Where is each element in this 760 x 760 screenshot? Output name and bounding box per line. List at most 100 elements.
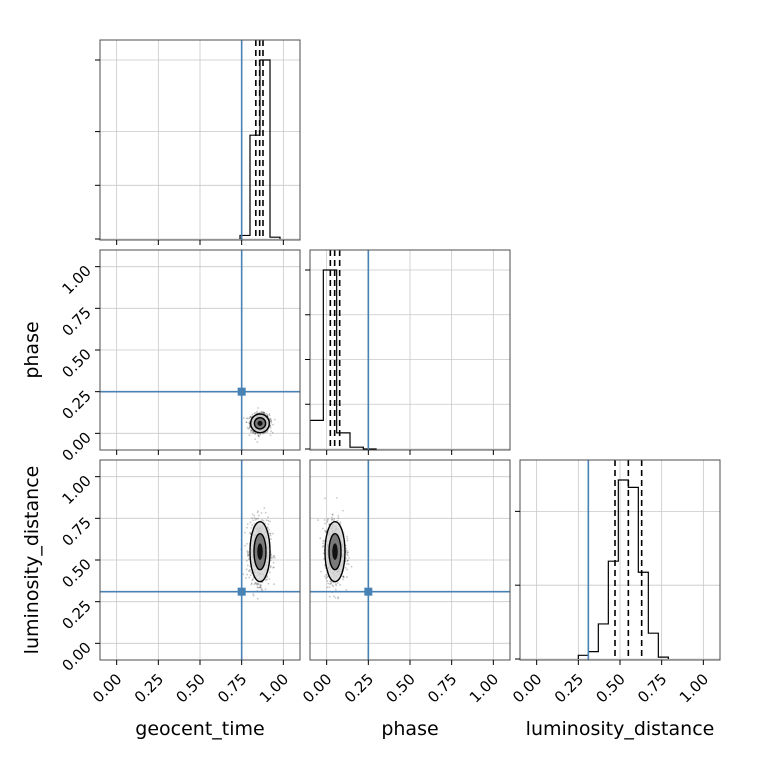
sample-point	[246, 526, 248, 529]
sample-point	[265, 519, 268, 521]
sample-point	[259, 586, 261, 589]
sample-point	[256, 410, 258, 413]
sample-point	[346, 551, 349, 554]
sample-point	[254, 438, 257, 441]
sample-point	[242, 417, 245, 419]
sample-point	[272, 561, 275, 564]
sample-point	[249, 431, 252, 433]
sample-point	[269, 532, 272, 535]
sample-point	[268, 412, 271, 415]
sample-point	[262, 411, 264, 414]
sample-point	[346, 576, 348, 578]
sample-point	[251, 579, 254, 582]
sample-point	[345, 589, 348, 591]
sample-point	[270, 553, 273, 556]
sample-point	[331, 516, 333, 519]
sample-point	[339, 584, 342, 586]
sample-point	[270, 420, 272, 423]
sample-point	[254, 582, 257, 585]
sample-point	[346, 559, 349, 562]
sample-point	[249, 416, 252, 419]
sample-point	[249, 569, 251, 571]
sample-point	[262, 411, 265, 414]
sample-point	[346, 554, 349, 557]
sample-point	[262, 519, 265, 522]
sample-point	[273, 418, 276, 421]
sample-point	[254, 432, 257, 435]
sample-point	[342, 578, 344, 581]
sample-point	[325, 530, 328, 532]
sample-point	[333, 595, 335, 598]
sample-point	[246, 551, 249, 554]
panel-2-1-grid	[310, 460, 510, 660]
sample-point	[272, 555, 275, 558]
truth-marker-geocent_time-phase	[237, 387, 246, 396]
sample-point	[258, 435, 261, 438]
sample-point	[325, 530, 328, 533]
sample-point	[246, 573, 249, 576]
sample-point	[247, 553, 250, 556]
sample-point	[254, 519, 257, 521]
sample-point	[256, 597, 259, 600]
sample-point	[247, 553, 249, 556]
sample-point	[273, 583, 276, 585]
sample-point	[268, 532, 271, 535]
sample-point	[248, 576, 251, 579]
sample-point	[263, 411, 266, 414]
sample-point	[347, 563, 350, 565]
sample-point	[264, 588, 267, 591]
sample-point	[322, 552, 325, 555]
sample-point	[259, 584, 262, 587]
sample-point	[250, 429, 253, 432]
sample-point	[346, 537, 349, 540]
sample-point	[263, 507, 266, 509]
sample-point	[321, 546, 324, 548]
sample-point	[269, 571, 271, 574]
sample-point	[348, 557, 350, 559]
sample-point	[261, 519, 264, 521]
sample-point	[329, 580, 332, 583]
sample-point	[246, 523, 249, 526]
sample-point	[265, 578, 268, 581]
sample-point	[252, 593, 255, 595]
sample-point	[267, 582, 270, 585]
sample-point	[266, 431, 268, 433]
sample-point	[251, 524, 253, 526]
sample-point	[272, 557, 275, 559]
sample-point	[342, 575, 345, 578]
panel-1-1-grid	[310, 250, 510, 450]
sample-point	[270, 420, 272, 423]
panel-2-2-grid	[520, 460, 720, 660]
sample-point	[326, 580, 329, 582]
sample-point	[256, 432, 259, 435]
y-axis-label-phase: phase	[21, 321, 43, 378]
sample-point	[253, 517, 256, 519]
sample-point	[257, 586, 260, 589]
sample-point	[258, 586, 261, 589]
sample-point	[322, 545, 325, 547]
sample-point	[330, 519, 333, 521]
sample-point	[259, 585, 262, 588]
sample-point	[264, 579, 267, 581]
sample-point	[256, 441, 259, 443]
contour-core-geocent_time-luminosity_distance	[257, 543, 263, 560]
sample-point	[342, 575, 345, 578]
sample-point	[331, 513, 334, 516]
sample-point	[254, 432, 257, 435]
sample-point	[331, 584, 334, 587]
sample-point	[323, 558, 325, 560]
sample-point	[253, 522, 256, 525]
panel-0-0-grid	[100, 40, 300, 240]
sample-point	[255, 582, 258, 585]
sample-point	[326, 576, 328, 579]
sample-point	[347, 551, 350, 554]
sample-point	[324, 575, 326, 578]
sample-point	[333, 518, 335, 520]
sample-point	[250, 527, 253, 529]
sample-point	[254, 581, 257, 584]
sample-point	[331, 518, 334, 521]
sample-point	[336, 582, 339, 585]
sample-point	[335, 497, 338, 499]
sample-point	[328, 586, 331, 589]
sample-point	[251, 578, 254, 581]
